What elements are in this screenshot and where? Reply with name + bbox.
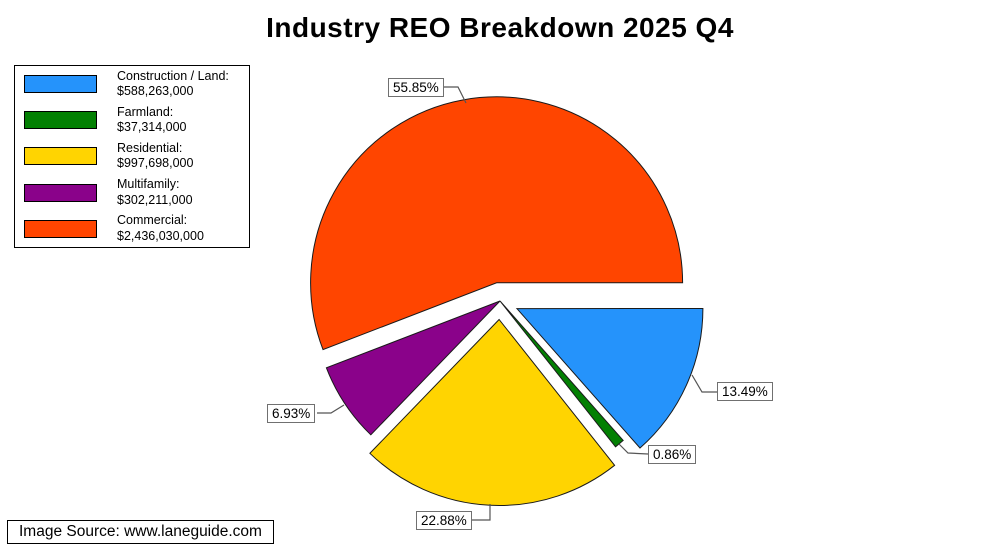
legend-value: $997,698,000 [117, 156, 194, 171]
callout-leader-commercial [440, 86, 467, 104]
legend-category: Construction / Land: [117, 68, 229, 83]
percent-callout-commercial: 55.85% [388, 78, 444, 97]
callout-leader-residential [472, 504, 491, 521]
legend-item-multifamily: Multifamily: $302,211,000 [15, 175, 249, 211]
legend-label-commercial: Commercial: $2,436,030,000 [117, 213, 204, 244]
callout-leader-farmland [618, 443, 649, 455]
chart-title: Industry REO Breakdown 2025 Q4 [266, 12, 734, 43]
legend-swatch-farmland [24, 111, 97, 130]
legend-value: $588,263,000 [117, 84, 194, 99]
percent-callout-construction-land: 13.49% [717, 382, 773, 401]
legend-category: Multifamily: [117, 177, 180, 192]
percent-callout-multifamily: 6.93% [267, 404, 316, 423]
legend-value: $302,211,000 [117, 192, 193, 207]
pie-slice-construction-land [515, 307, 704, 449]
legend-item-commercial: Commercial: $2,436,030,000 [15, 211, 249, 247]
legend-swatch-commercial [24, 219, 97, 238]
pie-slice-commercial [310, 96, 684, 351]
callout-leader-construction-land [691, 374, 717, 393]
legend: Construction / Land: $588,263,000 Farmla… [14, 65, 250, 248]
legend-category: Commercial: [117, 213, 188, 228]
legend-label-multifamily: Multifamily: $302,211,000 [117, 177, 193, 208]
image-source-text: Image Source: www.laneguide.com [19, 523, 262, 540]
legend-category: Residential: [117, 140, 183, 155]
legend-category: Farmland: [117, 104, 174, 119]
legend-label-construction-land: Construction / Land: $588,263,000 [117, 69, 229, 100]
pie-slice-multifamily [325, 300, 501, 436]
percent-callout-residential: 22.88% [416, 511, 472, 530]
legend-item-residential: Residential: $997,698,000 [15, 138, 249, 174]
percent-callout-farmland: 0.86% [648, 445, 697, 464]
legend-item-farmland: Farmland: $37,314,000 [15, 102, 249, 138]
legend-value: $37,314,000 [117, 120, 187, 135]
legend-swatch-construction-land [24, 75, 97, 94]
legend-swatch-multifamily [24, 183, 97, 202]
legend-label-farmland: Farmland: $37,314,000 [117, 105, 187, 136]
legend-label-residential: Residential: $997,698,000 [117, 141, 193, 172]
callout-leader-multifamily [317, 404, 345, 414]
legend-item-construction-land: Construction / Land: $588,263,000 [15, 66, 249, 102]
legend-swatch-residential [24, 147, 97, 166]
legend-value: $2,436,030,000 [117, 228, 204, 243]
image-source-note: Image Source: www.laneguide.com [7, 520, 274, 544]
